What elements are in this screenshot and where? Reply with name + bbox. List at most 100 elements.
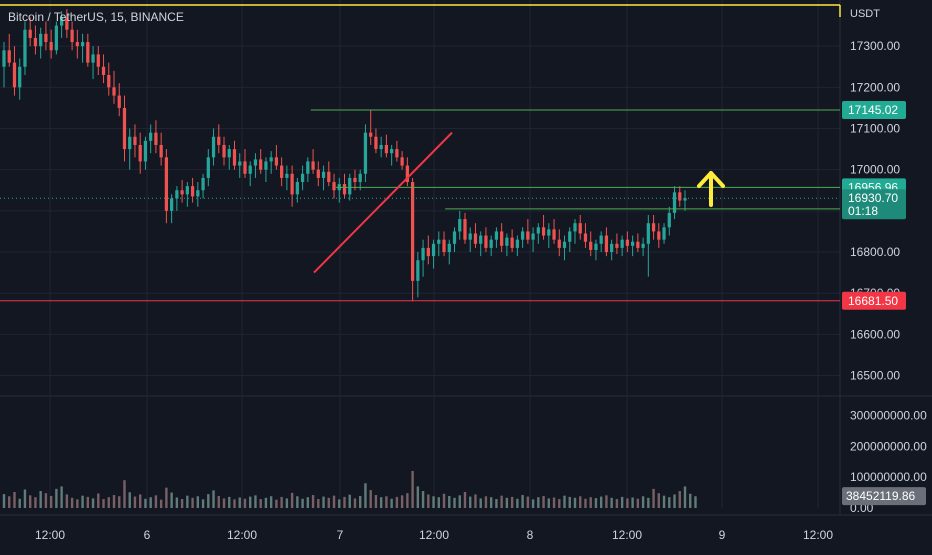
- candle-body: [578, 223, 582, 234]
- candle-body: [410, 182, 415, 281]
- volume-bar: [448, 495, 451, 508]
- candle-body: [70, 29, 74, 43]
- time-axis[interactable]: 12:00 6 12:00 7 12:00 8 12:00 9 12:00: [35, 528, 833, 542]
- candle-body: [12, 62, 17, 88]
- candle-body: [568, 231, 572, 242]
- candle-body: [49, 42, 53, 51]
- currency-label: USDT: [850, 8, 880, 20]
- volume-bar: [641, 496, 645, 508]
- candle-body: [348, 177, 352, 195]
- candle-body: [589, 241, 593, 250]
- candle-body: [18, 66, 22, 88]
- grid: [0, 0, 932, 516]
- volume-bar: [432, 496, 435, 508]
- candle-body: [625, 239, 630, 246]
- volume-bar: [191, 497, 194, 508]
- volume-bar: [39, 491, 42, 508]
- volume-bar: [620, 496, 624, 508]
- volume-bar: [573, 497, 577, 508]
- volume-bar: [338, 499, 341, 508]
- volume-bar: [306, 497, 310, 508]
- trendline: [313, 131, 453, 274]
- volume-bar: [322, 496, 325, 508]
- candle-body: [405, 165, 409, 183]
- candle-body: [468, 233, 472, 240]
- volume-bar: [484, 496, 488, 508]
- volume-bar: [97, 493, 100, 508]
- candle-body: [112, 87, 116, 96]
- time-tick-label: 6: [144, 528, 151, 542]
- candle-body: [484, 235, 488, 248]
- volume-bar: [123, 480, 126, 508]
- candle-body: [59, 17, 64, 26]
- price-axis[interactable]: 17300.0017200.0017100.0017000.0016900.00…: [842, 8, 927, 515]
- volume-bar: [469, 496, 472, 508]
- volume-bar: [510, 496, 514, 508]
- candle-body: [678, 192, 682, 201]
- candle-body: [23, 29, 27, 67]
- volume-bar: [353, 498, 357, 508]
- candle-body: [33, 37, 38, 47]
- candle-body: [358, 173, 362, 183]
- volume-bar: [694, 496, 697, 508]
- countdown-label: 01:18: [848, 204, 878, 218]
- volume-bar: [2, 494, 6, 508]
- volume-bar: [374, 495, 378, 508]
- volume-bar: [159, 499, 163, 508]
- volume-bar: [589, 497, 592, 508]
- candle-body: [520, 231, 525, 240]
- volume-bar: [521, 495, 524, 508]
- volume-bar: [8, 496, 11, 508]
- candle-body: [86, 42, 90, 63]
- candle-body: [28, 29, 32, 38]
- candle-body: [54, 25, 59, 51]
- candle-body: [547, 229, 551, 236]
- volume-bar: [647, 497, 650, 508]
- candle-body: [316, 169, 320, 178]
- volume-tick-label: 300000000.00: [850, 408, 927, 422]
- volume-bar: [217, 495, 220, 508]
- candle-body: [452, 231, 457, 244]
- volume-bar: [280, 496, 283, 508]
- candle-body: [583, 233, 588, 242]
- candle-body: [253, 159, 258, 166]
- last-price-label: 16930.70: [848, 191, 898, 205]
- candle-body: [285, 173, 289, 178]
- time-tick-label: 12:00: [35, 528, 65, 542]
- candle-body: [154, 132, 158, 145]
- volume-bar: [102, 499, 105, 508]
- volume-bar: [547, 498, 550, 508]
- time-tick-label: 12:00: [612, 528, 642, 542]
- candle-body: [248, 165, 252, 174]
- candle-body: [138, 144, 142, 162]
- volume-bar: [689, 493, 692, 508]
- volume-bar: [474, 494, 477, 508]
- symbol-label[interactable]: Bitcoin / TetherUS, 15, BINANCE: [8, 10, 184, 24]
- volume-bar: [332, 495, 336, 508]
- candle-body: [615, 243, 619, 248]
- volume-bar: [463, 491, 467, 508]
- candle-body: [196, 190, 200, 197]
- volume-bar: [228, 496, 231, 508]
- drawings[interactable]: [0, 4, 841, 302]
- volume-bar: [249, 496, 252, 508]
- volume-bar: [505, 497, 509, 508]
- volume-bar: [683, 486, 687, 508]
- candle-body: [290, 173, 294, 195]
- candle-body: [505, 237, 509, 246]
- candle-body: [259, 159, 263, 170]
- volume-bar: [55, 488, 58, 508]
- candle-body: [526, 231, 530, 240]
- volume-bar: [259, 499, 262, 508]
- candle-body: [390, 149, 394, 154]
- price-tick-label: 17100.00: [850, 122, 900, 136]
- volume-bar: [673, 494, 676, 508]
- candle-body: [662, 227, 666, 240]
- candle-body: [442, 239, 446, 253]
- candle-body: [594, 243, 598, 250]
- volume-bar: [678, 491, 681, 508]
- candle-body: [657, 231, 661, 240]
- support-level-label-bg: [842, 291, 906, 310]
